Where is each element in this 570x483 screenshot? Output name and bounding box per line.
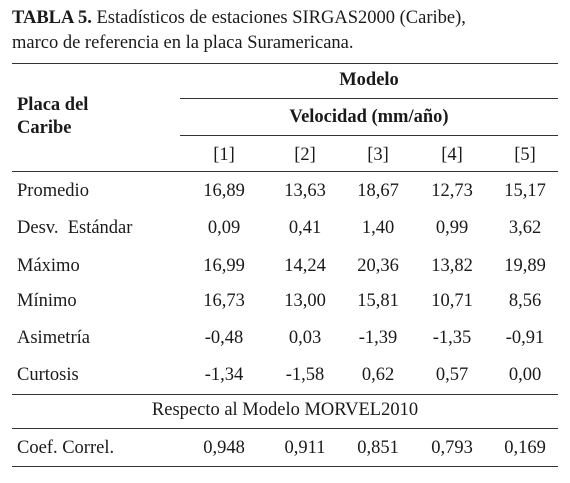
table-cell: -1,35: [432, 328, 472, 348]
table-cell: 0,62: [361, 365, 395, 385]
table-cell: 3,62: [508, 218, 542, 238]
table-cell: -0,91: [505, 328, 545, 348]
footer-cell: 0,948: [203, 438, 245, 458]
row-label: Asimetría: [17, 328, 90, 348]
rule-under-section: [12, 428, 558, 429]
caption-line-2: marco de referencia en la placa Surameri…: [12, 33, 354, 53]
row-label: Promedio: [17, 181, 89, 201]
table-cell: 0,99: [435, 218, 469, 238]
table-cell: 19,89: [504, 256, 546, 276]
rule-under-model: [180, 98, 558, 99]
table-cell: -0,48: [204, 328, 244, 348]
table-cell: -1,58: [285, 365, 325, 385]
footer-cell: 0,851: [357, 438, 399, 458]
footer-cell: 0,169: [504, 438, 546, 458]
table-cell: -1,39: [358, 328, 398, 348]
table-cell: 16,89: [203, 181, 245, 201]
table-cell: 13,82: [431, 256, 473, 276]
caption-text-1: Estadísticos de estaciones SIRGAS2000 (C…: [91, 8, 466, 28]
row-label: Máximo: [17, 256, 80, 276]
rule-bottom: [12, 466, 558, 467]
table-cell: 0,03: [288, 328, 322, 348]
table-cell: 0,09: [207, 218, 241, 238]
rule-under-columns: [12, 171, 558, 172]
table-cell: -1,34: [204, 365, 244, 385]
footer-row-label: Coef. Correl.: [17, 438, 115, 458]
row-label: Mínimo: [17, 291, 77, 311]
rule-above-section: [12, 394, 558, 395]
table-cell: 15,17: [504, 181, 546, 201]
footer-cell: 0,911: [284, 438, 326, 458]
table-cell: 12,73: [431, 181, 473, 201]
table-cell: 16,73: [203, 291, 245, 311]
table-cell: 0,41: [288, 218, 322, 238]
table-cell: 0,00: [508, 365, 542, 385]
table-cell: 14,24: [284, 256, 326, 276]
table-cell: 15,81: [357, 291, 399, 311]
caption-label: TABLA 5.: [12, 8, 92, 28]
caption-line-1: TABLA 5. Estadísticos de estaciones SIRG…: [12, 6, 564, 31]
column-header: [3]: [367, 145, 389, 165]
sub-header: Velocidad (mm/año): [289, 107, 449, 127]
table-cell: 16,99: [203, 256, 245, 276]
table-cell: 8,56: [508, 291, 542, 311]
column-header: [5]: [514, 145, 536, 165]
row-header-line-2: Caribe: [17, 118, 72, 138]
footer-cell: 0,793: [431, 438, 473, 458]
table-cell: 20,36: [357, 256, 399, 276]
row-header-line-1: Placa del: [17, 95, 89, 115]
table-cell: 13,63: [284, 181, 326, 201]
table-cell: 0,57: [435, 365, 469, 385]
table-caption: TABLA 5. Estadísticos de estaciones SIRG…: [12, 6, 564, 56]
rule-under-velocity: [180, 135, 558, 136]
table-cell: 10,71: [431, 291, 473, 311]
row-label: Desv. Estándar: [17, 218, 133, 238]
rule-top: [12, 63, 558, 64]
column-header: [1]: [213, 145, 235, 165]
column-header: [2]: [294, 145, 316, 165]
column-header: [4]: [441, 145, 463, 165]
row-label: Curtosis: [17, 365, 79, 385]
table-cell: 13,00: [284, 291, 326, 311]
group-header: Modelo: [339, 70, 399, 90]
table-cell: 18,67: [357, 181, 399, 201]
section-header: Respecto al Modelo MORVEL2010: [151, 400, 419, 420]
table-cell: 1,40: [361, 218, 395, 238]
